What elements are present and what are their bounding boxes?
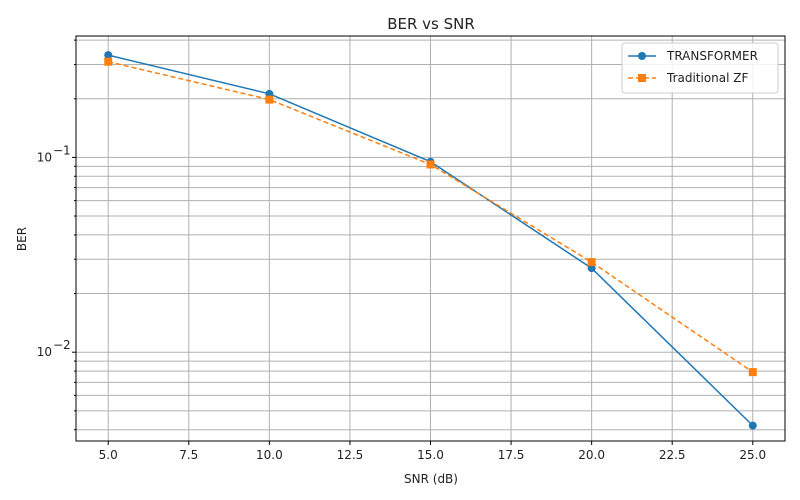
chart-title: BER vs SNR — [387, 15, 475, 33]
legend: TRANSFORMER Traditional ZF — [621, 42, 779, 94]
legend-marker-zf — [638, 74, 646, 82]
x-axis-ticks: 5.0 7.5 10.0 12.5 15.0 17.5 20.0 22.5 25.0 — [99, 441, 766, 462]
data-point-traditional-zf — [748, 368, 757, 377]
x-tick-label: 20.0 — [578, 448, 605, 462]
x-axis-label: SNR (dB) — [404, 472, 458, 486]
grid-lines — [76, 36, 785, 441]
plot-series — [104, 51, 757, 430]
x-tick-label: 5.0 — [99, 448, 118, 462]
data-point-traditional-zf — [426, 160, 435, 169]
data-point-traditional-zf — [104, 57, 113, 66]
data-point-transformer — [587, 264, 596, 273]
data-point-transformer — [104, 51, 113, 60]
x-tick-label: 15.0 — [417, 448, 444, 462]
x-tick-label: 10.0 — [256, 448, 283, 462]
x-tick-label: 22.5 — [659, 448, 686, 462]
y-tick-exponent: −2 — [53, 338, 71, 352]
x-tick-label: 7.5 — [179, 448, 198, 462]
data-point-traditional-zf — [587, 258, 596, 267]
legend-label-transformer: TRANSFORMER — [666, 49, 758, 63]
x-tick-label: 17.5 — [498, 448, 525, 462]
x-tick-label: 25.0 — [739, 448, 766, 462]
y-tick-label: 10 — [37, 345, 52, 359]
y-axis-label: BER — [15, 227, 29, 251]
data-point-traditional-zf — [265, 95, 274, 104]
legend-label-zf: Traditional ZF — [666, 71, 749, 85]
y-tick-label: 10 — [37, 150, 52, 164]
legend-marker-transformer — [638, 52, 646, 60]
y-axis-ticks: 10−210−1 — [37, 39, 76, 431]
data-point-transformer — [748, 421, 757, 430]
y-tick-exponent: −1 — [53, 143, 71, 157]
legend-box — [621, 42, 779, 94]
x-tick-label: 12.5 — [337, 448, 364, 462]
